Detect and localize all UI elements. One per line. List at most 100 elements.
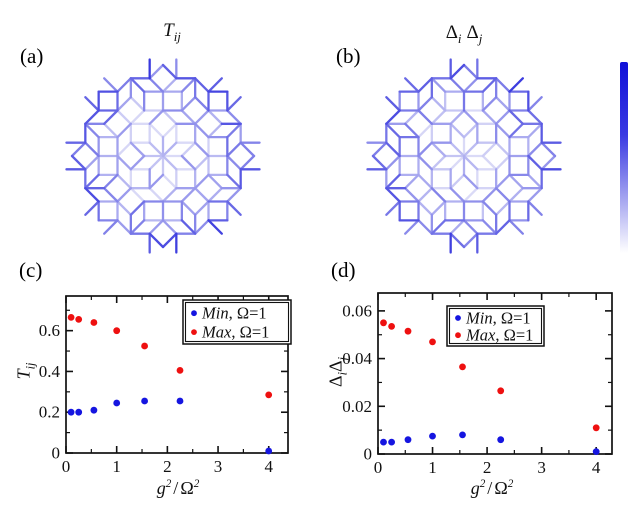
- network-edge: [84, 109, 100, 125]
- network-edge: [116, 219, 132, 235]
- legend-frame: [182, 299, 292, 345]
- network-edge: [239, 154, 256, 171]
- data-point-min: [90, 406, 98, 414]
- network-edge: [508, 77, 524, 93]
- network-edge: [180, 154, 197, 171]
- network-edge: [508, 109, 524, 125]
- network-edge: [129, 77, 146, 93]
- network-edge: [84, 122, 100, 139]
- panel-label-c: (c): [19, 258, 43, 282]
- network-edge: [207, 173, 223, 190]
- network-edge: [385, 96, 401, 112]
- y-tick-label: 0.02: [342, 397, 372, 416]
- network-edge: [462, 187, 479, 203]
- network-edge: [148, 219, 165, 235]
- network-edge: [404, 219, 420, 235]
- network-edge: [148, 122, 165, 139]
- x-tick-label: 1: [428, 458, 437, 477]
- panel-label-d: (d): [331, 258, 356, 282]
- network-edge: [103, 122, 119, 139]
- data-point-min: [380, 438, 387, 446]
- network-edge: [70, 154, 87, 171]
- network-edge: [180, 109, 197, 125]
- network-edge: [180, 200, 197, 216]
- legend-marker-min: [455, 315, 461, 321]
- data-point-min: [592, 448, 600, 455]
- network-edge: [116, 122, 132, 139]
- network-edge: [161, 219, 178, 235]
- legend-marker-min: [191, 310, 197, 317]
- legend-label-max: Max, Ω=1: [465, 326, 533, 345]
- legend-label-min: Min, Ω=1: [201, 304, 267, 323]
- network-edge: [226, 200, 242, 216]
- network-edge: [226, 96, 242, 112]
- data-point-max: [388, 323, 395, 330]
- network-edge: [495, 154, 511, 171]
- network-edge: [508, 122, 524, 139]
- x-tick-label: 2: [163, 457, 172, 476]
- network-edge: [116, 154, 132, 171]
- x-axis-title-c: g2/Ω2: [156, 478, 200, 498]
- network-edge: [449, 187, 466, 203]
- network-edge: [226, 187, 242, 203]
- network-edge: [129, 154, 146, 171]
- data-point-min: [388, 438, 395, 446]
- network-edge: [207, 219, 223, 235]
- network-edge: [417, 200, 433, 216]
- legend-frame-inner: [448, 307, 543, 345]
- network-edge: [417, 141, 433, 158]
- network-edge: [116, 77, 132, 93]
- network-edge: [385, 109, 401, 125]
- y-tick-label: 0.6: [39, 321, 60, 340]
- network-edge: [148, 173, 165, 190]
- network-edge: [481, 219, 498, 235]
- network-edge: [417, 96, 433, 112]
- data-point-max: [380, 319, 387, 327]
- network-edge: [417, 154, 433, 171]
- plot-frame: [377, 292, 613, 455]
- data-point-max: [592, 424, 600, 432]
- network-edge: [148, 77, 165, 93]
- data-point-min: [141, 397, 149, 405]
- network-edge: [449, 173, 466, 190]
- network-edge: [430, 96, 447, 112]
- network-edge: [194, 173, 210, 190]
- network-edge: [84, 96, 100, 112]
- network-edge: [148, 232, 165, 249]
- network-edge: [495, 219, 511, 235]
- network-edge: [129, 187, 146, 203]
- network-edge: [226, 141, 242, 158]
- network-edge: [449, 232, 466, 249]
- network-edge: [527, 200, 543, 216]
- network-edge: [385, 122, 401, 139]
- network-edge: [449, 77, 466, 93]
- legend-frame-inner: [184, 301, 290, 343]
- quasicrystal-network-b: [366, 58, 562, 254]
- legend-marker-max: [191, 329, 197, 336]
- network-edge: [161, 122, 178, 139]
- network-edge: [481, 77, 498, 93]
- network-edge: [495, 200, 511, 216]
- network-edge: [481, 200, 498, 216]
- network-edge: [527, 154, 543, 171]
- data-point-min: [176, 397, 184, 405]
- network-edge: [495, 187, 511, 203]
- x-tick-label: 0: [62, 457, 71, 476]
- data-point-max: [429, 338, 436, 346]
- network-edge: [180, 141, 197, 158]
- y-tick-label: 0.04: [342, 349, 372, 368]
- x-tick-label: 3: [537, 458, 546, 477]
- data-point-max: [497, 387, 505, 395]
- network-edge: [404, 173, 420, 190]
- x-axis-title-d: g2/Ω2: [470, 478, 514, 498]
- panel-label-a: (a): [20, 44, 44, 68]
- network-edge: [449, 109, 466, 125]
- legend-marker-max: [455, 332, 461, 339]
- data-point-min: [459, 431, 466, 439]
- colorbar: [620, 62, 628, 253]
- panel-label-b: (b): [336, 44, 361, 68]
- data-point-min: [429, 432, 436, 440]
- network-edge: [161, 187, 178, 203]
